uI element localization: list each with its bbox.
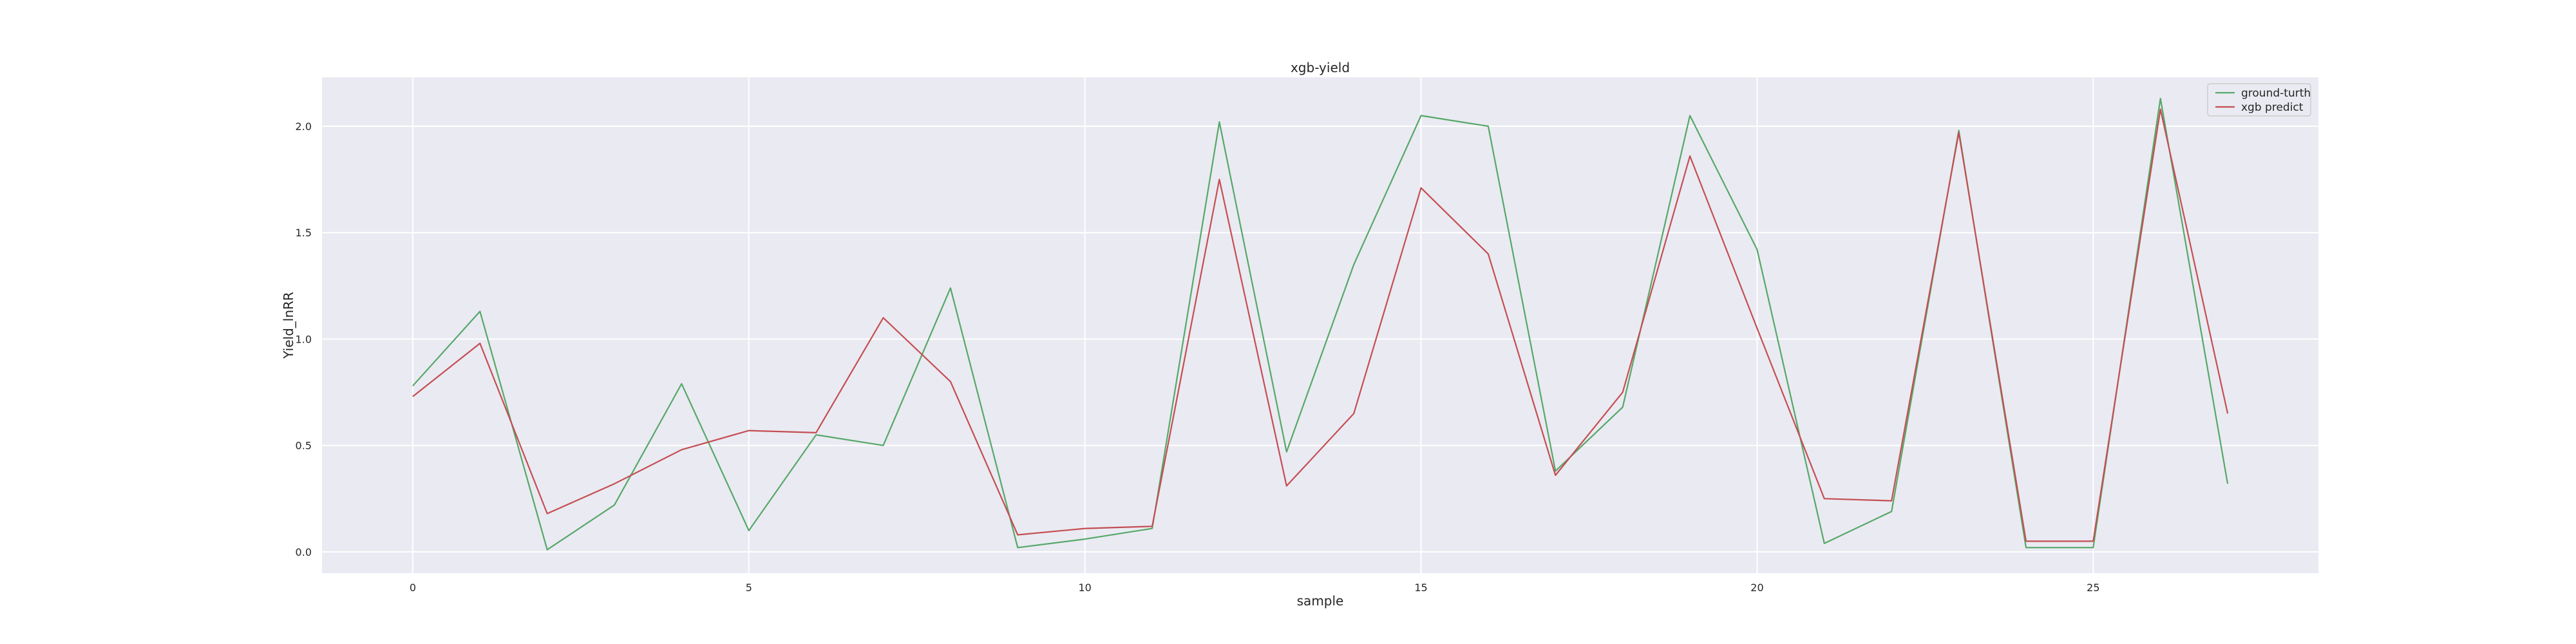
y-tick-label: 0.5 — [296, 440, 312, 452]
legend-label-0: ground-turth — [2241, 87, 2311, 100]
x-tick-label: 5 — [746, 582, 752, 594]
x-tick-label: 0 — [410, 582, 416, 594]
series-line-0 — [412, 97, 2229, 551]
legend-box — [2207, 83, 2311, 117]
x-tick-label: 25 — [2087, 582, 2099, 594]
series-line-1 — [412, 108, 2229, 542]
x-tick-label: 10 — [1079, 582, 1092, 594]
y-tick-label: 0.0 — [296, 546, 312, 558]
x-tick-label: 20 — [1750, 582, 1763, 594]
grid-lines — [322, 77, 2318, 573]
series-lines — [412, 97, 2229, 551]
x-tick-label: 15 — [1414, 582, 1427, 594]
y-axis-title: Yield_lnRR — [281, 292, 296, 359]
y-tick-label: 2.0 — [296, 120, 312, 133]
chart-title: xgb-yield — [1291, 60, 1350, 75]
y-axis-ticks: 0.0 0.5 1.0 1.5 2.0 — [296, 120, 312, 558]
plot-background — [322, 77, 2318, 573]
x-axis-title: sample — [1297, 593, 1344, 609]
y-tick-label: 1.5 — [296, 227, 312, 239]
legend-label-1: xgb predict — [2241, 101, 2304, 114]
y-tick-label: 1.0 — [296, 333, 312, 345]
x-axis-ticks: 0 5 10 15 20 25 — [410, 582, 2100, 594]
